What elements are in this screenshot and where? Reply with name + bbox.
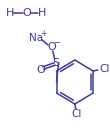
Text: O: O bbox=[36, 65, 45, 75]
Text: H: H bbox=[5, 8, 14, 18]
Text: −: − bbox=[53, 39, 60, 48]
Text: Cl: Cl bbox=[72, 109, 82, 119]
Text: O: O bbox=[22, 8, 31, 18]
Text: Cl: Cl bbox=[99, 64, 110, 74]
Text: Na: Na bbox=[29, 33, 44, 43]
Text: +: + bbox=[40, 29, 46, 39]
Text: H: H bbox=[38, 8, 46, 18]
Text: O: O bbox=[47, 42, 56, 52]
Text: S: S bbox=[52, 58, 59, 68]
